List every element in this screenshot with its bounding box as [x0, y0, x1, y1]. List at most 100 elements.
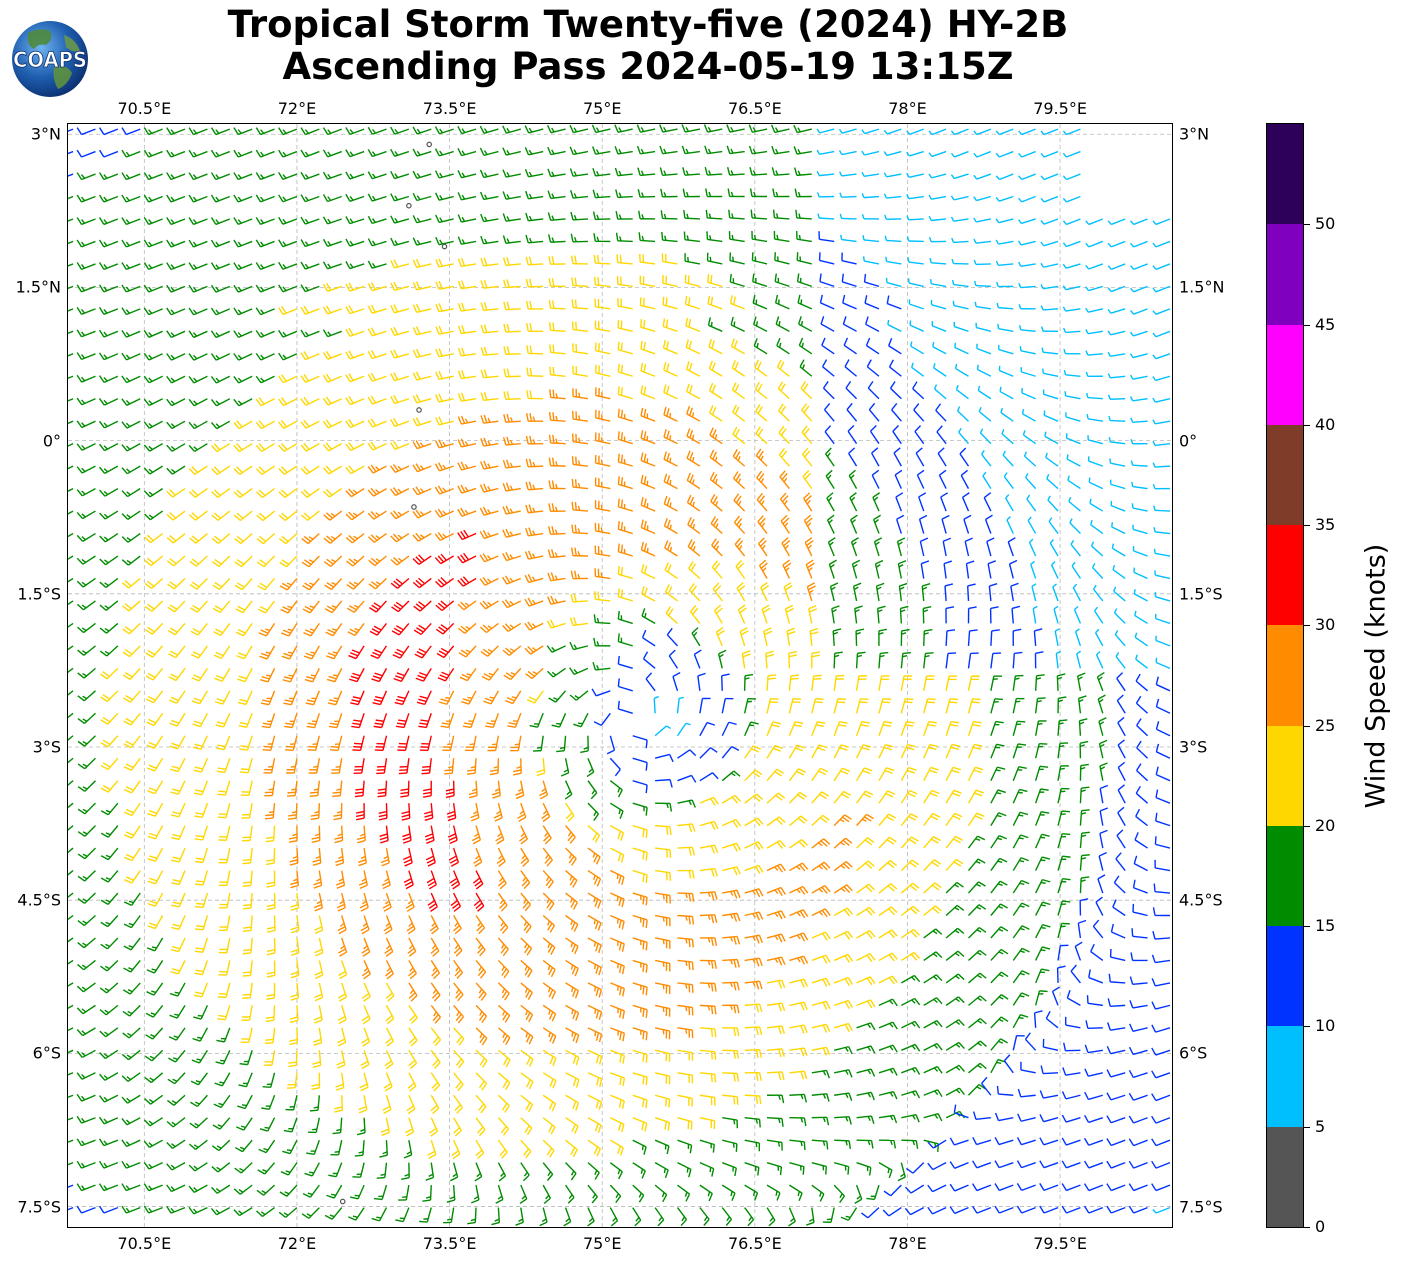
wind-barb	[479, 147, 499, 157]
wind-barb	[533, 735, 544, 752]
wind-barb	[945, 812, 963, 827]
wind-barb	[430, 1049, 441, 1069]
wind-barb	[816, 171, 835, 177]
wind-barb	[931, 320, 947, 332]
wind-barb	[923, 629, 933, 646]
wind-barb	[372, 690, 388, 706]
wind-barb	[480, 302, 499, 312]
wind-barb	[617, 610, 633, 625]
wind-barb	[1012, 766, 1027, 781]
wind-barb	[1107, 218, 1126, 226]
wind-barb	[816, 192, 835, 198]
wind-barb	[878, 743, 894, 759]
wind-barb	[1079, 740, 1089, 759]
wind-barb	[242, 848, 253, 865]
wind-barb	[430, 937, 440, 957]
wind-barb	[776, 359, 790, 377]
wind-barb	[259, 668, 276, 683]
wind-barb	[816, 149, 835, 155]
wind-barb	[976, 364, 992, 377]
lon-tick-label-top: 75°E	[582, 99, 622, 118]
wind-barb	[721, 818, 742, 828]
wind-barb	[744, 793, 764, 804]
wind-barb	[257, 578, 276, 591]
wind-barb	[1133, 589, 1148, 602]
wind-barb	[878, 813, 896, 827]
wind-barb	[654, 1117, 671, 1131]
wind-barb	[632, 982, 648, 996]
wind-barb	[1130, 218, 1148, 226]
wind-barb	[1152, 419, 1171, 425]
wind-barb	[68, 150, 74, 155]
lon-tick-label-bottom: 76.5°E	[727, 1234, 782, 1253]
wind-barb	[263, 1050, 276, 1066]
wind-barb	[878, 975, 898, 985]
island	[426, 141, 433, 148]
wind-barb	[822, 381, 835, 400]
wind-barb	[560, 758, 570, 777]
wind-barb	[900, 928, 920, 939]
wind-barb	[210, 307, 231, 316]
wind-barb	[289, 848, 299, 866]
wind-barb	[390, 148, 410, 157]
wind-barb	[1106, 1160, 1126, 1169]
wind-barb	[1087, 456, 1104, 467]
wind-barb	[348, 1207, 365, 1221]
wind-barb	[495, 1184, 504, 1204]
wind-barb	[1062, 128, 1081, 136]
wind-barb	[878, 767, 895, 782]
wind-barb	[878, 1139, 897, 1149]
wind-barb	[929, 278, 947, 288]
wind-barb	[266, 960, 276, 978]
wind-barb	[166, 172, 186, 181]
wind-barb	[398, 758, 410, 775]
wind-barb	[459, 667, 477, 682]
wind-barb	[429, 1117, 439, 1137]
wind-barb	[995, 150, 1014, 158]
wind-barb	[68, 1184, 74, 1188]
wind-barb	[1153, 505, 1171, 512]
wind-barb	[266, 893, 276, 911]
wind-barb	[1057, 878, 1071, 894]
wind-barb	[826, 492, 835, 512]
wind-barb	[345, 510, 365, 521]
wind-barb	[632, 1184, 645, 1203]
wind-barb	[212, 1117, 231, 1130]
wind-barb	[326, 668, 343, 683]
wind-barb	[1152, 330, 1171, 338]
wind-barb	[923, 698, 936, 714]
wind-barb	[322, 373, 342, 383]
wind-barb	[233, 127, 253, 136]
wind-barb	[99, 1004, 119, 1016]
wind-barb	[677, 937, 694, 948]
wind-barb	[68, 600, 74, 606]
wind-barb	[883, 128, 902, 135]
wind-barb	[833, 790, 852, 804]
wind-barb	[1016, 1205, 1036, 1214]
wind-barb	[774, 273, 790, 288]
wind-map[interactable]	[67, 123, 1173, 1228]
wind-barb	[479, 125, 499, 135]
wind-barb	[546, 667, 566, 678]
wind-barb	[214, 1072, 231, 1087]
wind-barb	[188, 398, 208, 407]
wind-barb	[587, 780, 598, 800]
wind-barb	[98, 149, 119, 158]
wind-barb	[1110, 500, 1126, 512]
wind-barb	[143, 1117, 164, 1127]
wind-barb	[188, 149, 208, 158]
island-outlines	[339, 141, 448, 1205]
wind-barb	[438, 690, 455, 705]
wind-barb	[166, 194, 186, 203]
wind-barb	[76, 577, 96, 588]
wind-barb	[542, 825, 552, 845]
wind-barb	[789, 1093, 807, 1103]
wind-barb	[1092, 919, 1104, 939]
wind-barb	[551, 713, 567, 728]
wind-barb	[68, 1117, 74, 1121]
wind-barb	[121, 352, 141, 361]
wind-barb	[923, 1089, 943, 1098]
wind-barb	[408, 1027, 418, 1047]
wind-barb	[241, 803, 253, 819]
wind-barb	[900, 813, 919, 827]
